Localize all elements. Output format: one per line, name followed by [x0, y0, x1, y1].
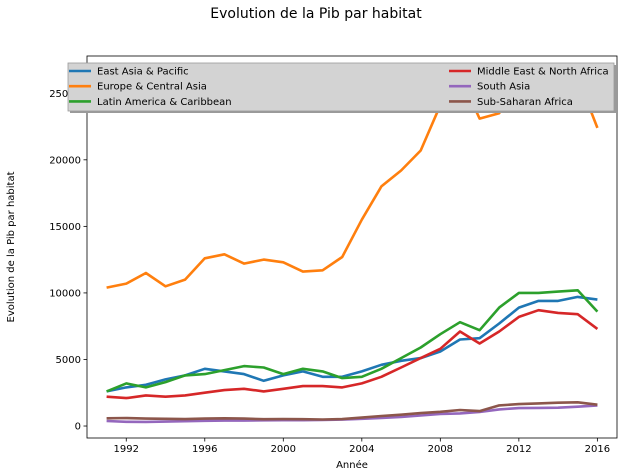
y-tick-label: 10000	[49, 288, 81, 299]
x-tick-label: 2016	[585, 444, 610, 455]
legend: East Asia & Pacific Europe & Central Asia…	[67, 62, 616, 113]
series-line-sub-saharan-africa	[106, 400, 598, 421]
legend-label-europe-and-central-asia: Europe & Central Asia	[97, 82, 207, 93]
y-tick-label: 5000	[56, 355, 81, 366]
plot-frame	[86, 55, 618, 439]
y-tick-label: 15000	[49, 222, 81, 233]
legend-label-latin-america-and-caribbean: Latin America & Caribbean	[97, 97, 232, 108]
y-tick-label: 20000	[49, 155, 81, 166]
x-tick-label: 1992	[114, 444, 139, 455]
x-tick-label: 1996	[192, 444, 217, 455]
y-axis-label: Evolution de la Pib par habitat	[6, 171, 17, 322]
series-layer	[106, 74, 599, 424]
legend-label-middle-east-and-north-africa: Middle East & North Africa	[477, 67, 609, 78]
chart-title: Evolution de la Pib par habitat	[210, 6, 422, 22]
y-tick-label: 25000	[49, 89, 81, 100]
x-tick-label: 2004	[349, 444, 374, 455]
series-line-middle-east-and-north-africa	[106, 308, 599, 400]
y-tick-label: 0	[75, 422, 81, 433]
x-tick-label: 2008	[428, 444, 453, 455]
x-tick-label: 2012	[506, 444, 531, 455]
x-axis-label: Année	[336, 459, 368, 471]
series-line-latin-america-and-caribbean	[106, 288, 599, 393]
legend-label-south-asia: South Asia	[477, 82, 530, 93]
legend-label-east-asia-and-pacific: East Asia & Pacific	[97, 67, 189, 78]
ticks-layer: 1992 1996 2000 2004 2008 2012 2016 0 5000 10000 15…	[49, 89, 610, 455]
x-tick-label: 2000	[271, 444, 296, 455]
legend-label-sub-saharan-africa: Sub-Saharan Africa	[477, 97, 573, 108]
legend-box	[67, 62, 615, 112]
